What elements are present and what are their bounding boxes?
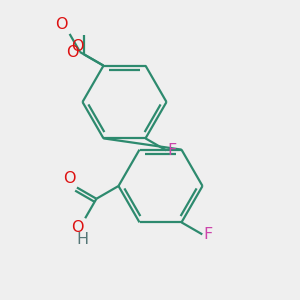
Text: O: O — [71, 220, 84, 235]
Text: F: F — [168, 143, 177, 158]
Text: O: O — [63, 171, 75, 186]
Text: H: H — [76, 232, 88, 247]
Text: O: O — [71, 39, 83, 54]
Text: O: O — [66, 45, 79, 60]
Text: O: O — [56, 17, 68, 32]
Text: F: F — [204, 227, 213, 242]
